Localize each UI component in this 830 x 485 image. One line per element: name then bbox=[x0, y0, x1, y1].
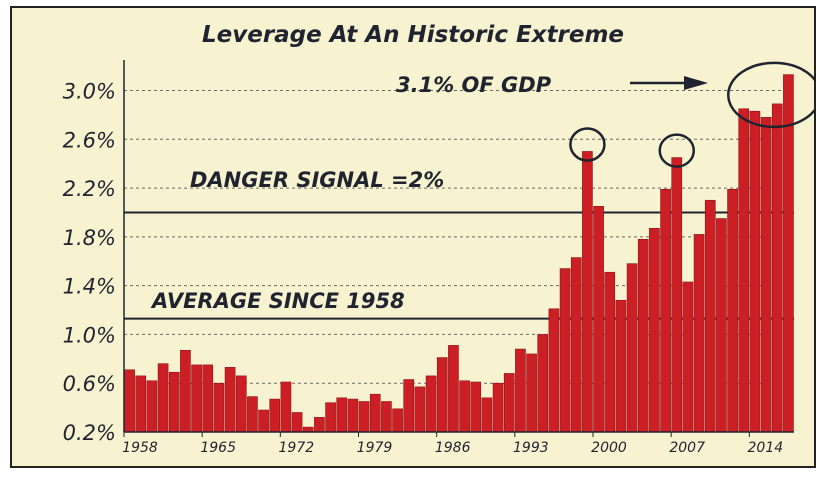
bar-1967 bbox=[224, 367, 236, 433]
chart-title: Leverage At An Historic Extreme bbox=[202, 22, 624, 48]
bar-2014 bbox=[749, 110, 761, 433]
x-tick-label: 1965 bbox=[200, 440, 236, 456]
bars bbox=[124, 74, 794, 433]
bar-1962 bbox=[168, 371, 180, 433]
y-tick-label: 1.8% bbox=[63, 226, 116, 250]
x-tick-label: 1979 bbox=[357, 440, 393, 456]
bar-1984 bbox=[414, 386, 426, 433]
highlight-circle bbox=[727, 61, 814, 129]
x-tick-label: 2014 bbox=[748, 440, 784, 456]
x-tick-label: 1958 bbox=[122, 440, 158, 456]
bar-1973 bbox=[291, 412, 303, 433]
gridlines bbox=[124, 89, 794, 384]
x-tick-label: 1972 bbox=[279, 440, 315, 456]
bar-1980 bbox=[369, 393, 381, 433]
bar-1960 bbox=[146, 380, 158, 433]
bar-1992 bbox=[503, 373, 515, 433]
highlight-circle bbox=[569, 127, 606, 162]
bar-2010 bbox=[704, 199, 716, 433]
bar-1987 bbox=[448, 345, 459, 433]
bar-1959 bbox=[135, 375, 147, 433]
bar-2008 bbox=[682, 281, 694, 433]
bar-1988 bbox=[459, 380, 470, 433]
annotation-average: AVERAGE SINCE 1958 bbox=[150, 289, 405, 313]
bar-2013 bbox=[738, 108, 750, 433]
y-tick-label: 1.4% bbox=[63, 275, 116, 299]
x-tick-labels: 1958 1965 1972 1979 1986 1993 2000 2007 2014 bbox=[122, 432, 783, 456]
bar-1975 bbox=[314, 417, 325, 433]
y-tick-label: 2.2% bbox=[63, 177, 116, 201]
annotation-danger-signal: DANGER SIGNAL =2% bbox=[190, 168, 444, 192]
bar-2011 bbox=[716, 218, 727, 433]
bar-2009 bbox=[693, 234, 705, 433]
y-tick-label: 3.0% bbox=[63, 79, 116, 103]
bar-1976 bbox=[325, 402, 336, 433]
bar-1998 bbox=[570, 257, 582, 433]
y-tick-label: 1.0% bbox=[63, 323, 116, 347]
bar-1971 bbox=[269, 398, 281, 433]
bar-1982 bbox=[392, 408, 403, 433]
y-tick-label: 2.6% bbox=[63, 128, 116, 152]
y-tick-labels: 3.0% 2.6% 2.2% 1.8% 1.4% 1.0% 0.6% 0.2% bbox=[63, 79, 116, 445]
axes bbox=[123, 60, 794, 433]
bar-2015 bbox=[760, 117, 772, 433]
bar-1961 bbox=[157, 363, 169, 433]
bar-2006 bbox=[660, 188, 671, 433]
bar-2003 bbox=[626, 263, 638, 433]
bar-1989 bbox=[470, 381, 482, 433]
bar-1979 bbox=[358, 401, 370, 433]
bar-1994 bbox=[526, 353, 537, 433]
bar-1997 bbox=[559, 268, 571, 433]
bar-1965 bbox=[202, 364, 214, 433]
x-tick-label: 1993 bbox=[513, 440, 549, 456]
chart-frame: Leverage At An Historic Extreme 3.0% 2.6%… bbox=[10, 6, 816, 468]
y-tick-label: 0.6% bbox=[63, 372, 116, 396]
bar-2007 bbox=[671, 157, 683, 433]
bar-1978 bbox=[347, 398, 359, 433]
bar-1993 bbox=[515, 348, 526, 433]
x-tick-label: 2007 bbox=[669, 440, 705, 456]
bar-2000 bbox=[593, 206, 604, 433]
y-tick-label: 0.2% bbox=[63, 421, 116, 445]
bar-2005 bbox=[649, 228, 660, 433]
bar-1958 bbox=[124, 369, 135, 433]
bar-1977 bbox=[336, 397, 348, 433]
bar-1972 bbox=[280, 381, 292, 433]
bar-1966 bbox=[213, 382, 225, 433]
bar-1963 bbox=[180, 349, 191, 433]
bar-2001 bbox=[604, 271, 616, 433]
bar-2016 bbox=[771, 103, 783, 433]
bar-2017 bbox=[783, 74, 794, 433]
highlight-circle bbox=[658, 133, 695, 168]
x-tick-label: 2000 bbox=[591, 440, 627, 456]
bar-1981 bbox=[381, 401, 392, 433]
arrow-head-icon bbox=[684, 76, 708, 90]
bar-chart: Leverage At An Historic Extreme 3.0% 2.6%… bbox=[63, 22, 814, 456]
bar-2012 bbox=[727, 188, 738, 433]
bar-1996 bbox=[548, 308, 560, 433]
bar-2004 bbox=[637, 238, 649, 433]
bar-1983 bbox=[403, 379, 415, 433]
bar-1995 bbox=[537, 334, 549, 433]
bar-1999 bbox=[582, 151, 593, 433]
x-tick-label: 1986 bbox=[435, 440, 471, 456]
bar-1968 bbox=[235, 375, 247, 433]
annotations: 3.1% OF GDP DANGER SIGNAL =2% AVERAGE SI… bbox=[150, 73, 708, 313]
bar-1970 bbox=[258, 409, 269, 433]
reference-lines bbox=[124, 211, 794, 320]
highlight-circles bbox=[569, 61, 814, 168]
bar-1969 bbox=[247, 396, 258, 433]
bar-1986 bbox=[436, 357, 448, 433]
bar-1990 bbox=[481, 397, 493, 433]
bar-1964 bbox=[191, 364, 202, 433]
annotation-gdp: 3.1% OF GDP bbox=[396, 73, 552, 97]
bar-1991 bbox=[492, 382, 504, 433]
bar-2002 bbox=[615, 299, 627, 433]
bar-1985 bbox=[425, 375, 437, 433]
